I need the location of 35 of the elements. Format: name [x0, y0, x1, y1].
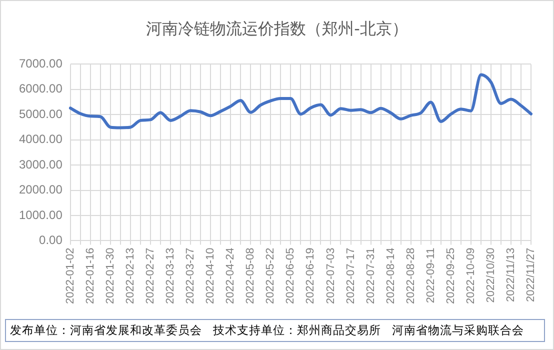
x-tick-label: 2022-05-22 [264, 248, 277, 304]
line-series [68, 73, 532, 130]
y-tick-label: 3000.00 [18, 157, 63, 172]
x-tick-label: 2022-06-19 [304, 248, 317, 304]
x-tick-label: 2022-02-27 [144, 248, 157, 304]
y-tick-label: 2000.00 [18, 182, 63, 197]
x-tick-label: 2022-04-24 [224, 248, 237, 304]
x-tick-label: 2022-10-09 [464, 248, 477, 304]
x-tick-label: 2022-04-10 [204, 248, 217, 304]
y-tick-label: 5000.00 [18, 106, 63, 121]
x-tick-label: 2022-08-14 [384, 248, 397, 304]
x-tick-label: 2022-01-02 [64, 248, 76, 304]
x-tick-label: 2022-02-13 [124, 248, 136, 304]
x-tick-label: 2022-08-28 [404, 248, 417, 304]
y-tick-label: 4000.00 [18, 132, 63, 146]
y-tick-label: 6000.00 [18, 82, 63, 96]
x-tick-label: 2022/11/27 [525, 248, 538, 302]
x-tick-label: 2022-06-05 [284, 248, 297, 304]
x-tick-label: 2022-07-03 [324, 248, 337, 304]
x-tick-label: 2022/11/13 [505, 248, 518, 302]
y-tick-label: 0.00 [39, 233, 63, 248]
x-tick-label: 2022-01-16 [84, 248, 96, 304]
x-tick-label: 2022-09-11 [424, 248, 437, 304]
text: 发布单位：河南省发展和改革委员会 技术支持单位：郑州商品交易所 河南省物流与采购联合会 [5, 319, 545, 342]
y-tick-label: 7000.00 [18, 56, 63, 71]
x-tick-label: 2022-07-17 [344, 248, 357, 304]
chart-title: 河南冷链物流运价指数（郑州-北京） [145, 19, 409, 40]
x-tick-label: 2022-01-30 [104, 248, 116, 304]
y-tick-label: 1000.00 [18, 208, 63, 222]
x-tick-label: 2022-07-31 [364, 248, 377, 304]
x-tick-label: 2022-09-25 [444, 248, 457, 304]
x-tick-label: 2022/10/30 [484, 248, 497, 303]
x-tick-label: 2022-05-08 [244, 248, 257, 304]
x-tick-label: 2022-03-13 [164, 248, 177, 304]
x-tick-label: 2022-03-27 [184, 248, 197, 304]
